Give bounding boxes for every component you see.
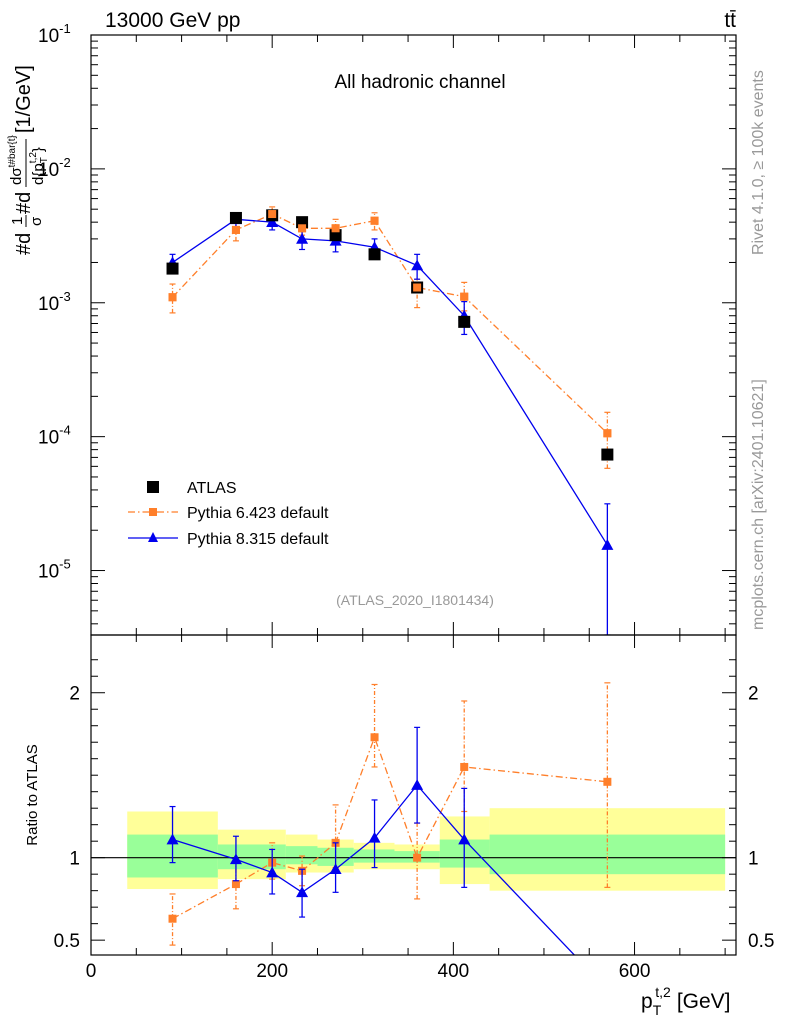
x-tick-label-0: 0 — [86, 961, 97, 982]
lower-point — [229, 853, 242, 865]
lower-point — [168, 914, 177, 923]
upper-point — [166, 262, 179, 275]
lower-panel-frame — [90, 634, 737, 956]
analysis-tag: (ATLAS_2020_I1801434) — [336, 592, 494, 608]
lower-y-tick-label-left-0: 0.5 — [54, 931, 80, 952]
lower-line-pythia-8-315-default — [172, 784, 465, 894]
upper-point — [229, 211, 242, 224]
upper-line-pythia-6-423-default — [172, 213, 608, 434]
upper-y-tick-label-0: 10-1 — [38, 21, 71, 47]
mcplots-label: mcplots.cern.ch [arXiv:2401.10621] — [750, 379, 767, 630]
legend-label-atlas: ATLAS — [187, 480, 237, 497]
upper-point — [458, 315, 471, 328]
upper-y-tick-label-2: 10-3 — [38, 289, 71, 315]
ylabel-frac2-den-sub: T — [39, 157, 50, 163]
lower-point — [411, 779, 424, 790]
upper-point — [296, 232, 309, 244]
upper-y-tick-label-1: 10-2 — [38, 155, 71, 181]
lower-point — [413, 853, 422, 862]
x-tick-label-1: 200 — [256, 961, 288, 982]
svg-text:#d: #d — [13, 233, 35, 255]
upper-point-overlay — [231, 225, 240, 234]
lower-line-pythia8-tail — [463, 839, 576, 955]
x-tick-label-3: 600 — [619, 961, 651, 982]
xlabel-sup: t,2 — [655, 984, 671, 1000]
lower-y-tick-label-left-1: 1 — [69, 849, 80, 870]
upper-point — [411, 259, 424, 271]
upper-y-axis-label: #d 1 σ #d dσt#bar{t} d{pTt,2} [1/GeV] — [7, 65, 50, 255]
legend-marker-pythia8 — [148, 532, 158, 542]
upper-y-tick-labels: 10-1 10-2 10-3 10-4 10-5 — [38, 21, 71, 583]
ylabel-frac2-num: dσ — [8, 167, 25, 185]
legend-marker-atlas — [147, 481, 159, 493]
lower-y-tick-labels: 0.5 0.5 1 1 2 2 — [54, 684, 775, 952]
upper-y-tick-label-4: 10-5 — [38, 557, 71, 583]
legend-marker-pythia6 — [149, 508, 157, 516]
process-title: tt̄ — [724, 9, 736, 32]
legend: ATLAS Pythia 6.423 default Pythia 8.315 … — [128, 480, 329, 548]
upper-point — [601, 539, 614, 550]
lower-point — [603, 777, 612, 786]
lower-point — [368, 831, 381, 843]
lower-y-tick-label-right-2: 2 — [748, 684, 759, 705]
chart-title: All hadronic channel — [334, 72, 505, 93]
upper-y-tick-label-3: 10-4 — [38, 423, 71, 449]
lower-point — [231, 880, 240, 889]
upper-line-pythia-8-315-default — [172, 218, 608, 546]
lower-point — [266, 866, 279, 878]
x-tick-labels: 0 200 400 600 — [86, 961, 651, 982]
lower-point — [166, 833, 179, 845]
axis-ticks — [90, 34, 736, 955]
rivet-version-label: Rivet 4.1.0, ≥ 100k events — [750, 70, 767, 255]
legend-label-pythia6: Pythia 6.423 default — [187, 505, 329, 522]
svg-text:d{pTt,2}: d{pTt,2} — [28, 147, 50, 185]
lower-y-tick-label-right-0: 0.5 — [748, 931, 774, 952]
lower-point — [370, 733, 379, 742]
lower-y-axis-label: Ratio to ATLAS — [24, 744, 41, 845]
lower-point — [458, 833, 471, 845]
lower-panel-data — [166, 682, 612, 955]
ylabel-frac2-den: d{p — [30, 163, 47, 185]
x-axis-label: pTt,2 [GeV] — [641, 984, 731, 1018]
xlabel-main: p — [641, 990, 653, 1013]
upper-point — [601, 448, 614, 461]
upper-point-overlay — [603, 429, 612, 438]
xlabel-unit: [GeV] — [677, 990, 731, 1013]
upper-point — [368, 248, 381, 261]
ylabel-unit: [1/GeV] — [13, 65, 35, 133]
uncertainty-bands — [127, 808, 726, 891]
ylabel-frac2-den-close: } — [30, 147, 47, 152]
lower-y-tick-label-left-2: 2 — [69, 684, 80, 705]
svg-text:dσt#bar{t}: dσt#bar{t} — [7, 134, 25, 185]
x-tick-label-2: 400 — [438, 961, 470, 982]
upper-point — [266, 216, 279, 227]
ylabel-frac1-num: 1 — [9, 217, 26, 225]
lower-point — [460, 762, 469, 771]
upper-panel-data — [166, 206, 614, 635]
legend-label-pythia8: Pythia 8.315 default — [187, 531, 329, 548]
upper-point-overlay — [413, 283, 422, 292]
ylabel-d2: #d — [13, 192, 35, 214]
ylabel-frac1-den: σ — [28, 216, 45, 226]
ylabel-frac2-num-sup: t#bar{t} — [7, 134, 18, 167]
lower-point — [296, 886, 309, 898]
svg-text:pTt,2[GeV]: pTt,2 [GeV] — [641, 984, 731, 1018]
upper-point-overlay — [460, 292, 469, 301]
lower-y-tick-label-right-1: 1 — [748, 849, 759, 870]
upper-point-overlay — [331, 224, 340, 233]
collision-title: 13000 GeV pp — [105, 9, 240, 32]
ylabel-frac2-den-sup: t,2 — [28, 152, 39, 164]
ylabel-d1: #d — [13, 233, 35, 255]
upper-point-overlay — [268, 210, 277, 219]
upper-point-overlay — [298, 224, 307, 233]
upper-point-overlay — [168, 293, 177, 302]
upper-point-overlay — [370, 216, 379, 225]
lower-point — [329, 863, 342, 875]
band-inner-2 — [285, 846, 318, 865]
xlabel-sub: T — [653, 1002, 662, 1018]
